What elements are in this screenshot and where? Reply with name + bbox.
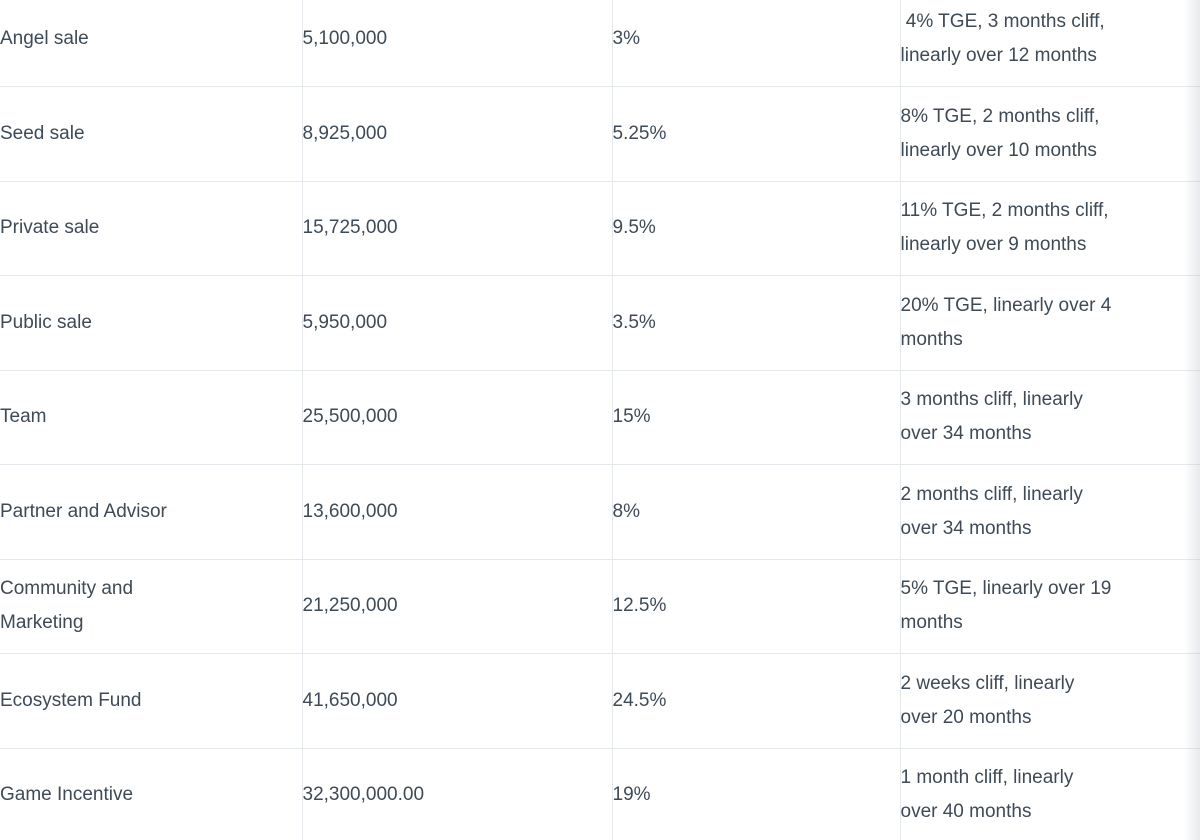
vesting-schedule-cell: 20% TGE, linearly over 4 months <box>899 275 1200 371</box>
vesting-schedule-cell: 4% TGE, 3 months cliff, linearly over 12… <box>899 0 1200 87</box>
allocation-name-cell: Public sale <box>0 275 302 371</box>
allocation-name-cell: Angel sale <box>0 0 302 87</box>
percent-cell: 3% <box>611 0 900 87</box>
allocation-name-cell: Private sale <box>0 181 302 276</box>
table-row: Seed sale 8,925,000 5.25% 8% TGE, 2 mont… <box>0 86 1200 182</box>
percent-cell: 12.5% <box>611 559 900 654</box>
allocation-name-cell: Ecosystem Fund <box>0 653 302 749</box>
percent-cell: 19% <box>611 748 900 840</box>
token-amount-cell: 13,600,000 <box>301 464 612 560</box>
allocation-name-cell: Partner and Advisor <box>0 464 302 560</box>
token-amount-cell: 25,500,000 <box>301 370 612 465</box>
percent-cell: 5.25% <box>611 86 900 182</box>
allocation-name-cell: Team <box>0 370 302 465</box>
vesting-schedule-cell: 2 months cliff, linearly over 34 months <box>899 464 1200 560</box>
token-amount-cell: 15,725,000 <box>301 181 612 276</box>
table-row: Partner and Advisor 13,600,000 8% 2 mont… <box>0 464 1200 560</box>
percent-cell: 8% <box>611 464 900 560</box>
token-amount-cell: 21,250,000 <box>301 559 612 654</box>
vesting-schedule-cell: 8% TGE, 2 months cliff, linearly over 10… <box>899 86 1200 182</box>
allocation-name-cell: Community and Marketing <box>0 559 302 654</box>
table-row: Ecosystem Fund 41,650,000 24.5% 2 weeks … <box>0 653 1200 749</box>
percent-cell: 9.5% <box>611 181 900 276</box>
table-row: Public sale 5,950,000 3.5% 20% TGE, line… <box>0 275 1200 371</box>
percent-cell: 3.5% <box>611 275 900 371</box>
table-row: Angel sale 5,100,000 3% 4% TGE, 3 months… <box>0 0 1200 87</box>
vesting-schedule-cell: 11% TGE, 2 months cliff, linearly over 9… <box>899 181 1200 276</box>
allocation-name-cell: Seed sale <box>0 86 302 182</box>
token-amount-cell: 8,925,000 <box>301 86 612 182</box>
table-row: Private sale 15,725,000 9.5% 11% TGE, 2 … <box>0 181 1200 276</box>
vesting-schedule-cell: 1 month cliff, linearly over 40 months <box>899 748 1200 840</box>
percent-cell: 15% <box>611 370 900 465</box>
table-row: Team 25,500,000 15% 3 months cliff, line… <box>0 370 1200 465</box>
token-amount-cell: 5,950,000 <box>301 275 612 371</box>
table-row: Community and Marketing 21,250,000 12.5%… <box>0 559 1200 654</box>
allocation-name-cell: Game Incentive <box>0 748 302 840</box>
vesting-schedule-cell: 5% TGE, linearly over 19 months <box>899 559 1200 654</box>
vesting-schedule-cell: 3 months cliff, linearly over 34 months <box>899 370 1200 465</box>
vesting-schedule-cell: 2 weeks cliff, linearly over 20 months <box>899 653 1200 749</box>
token-amount-cell: 41,650,000 <box>301 653 612 749</box>
token-amount-cell: 32,300,000.00 <box>301 748 612 840</box>
percent-cell: 24.5% <box>611 653 900 749</box>
table-row: Game Incentive 32,300,000.00 19% 1 month… <box>0 748 1200 840</box>
token-amount-cell: 5,100,000 <box>301 0 612 87</box>
